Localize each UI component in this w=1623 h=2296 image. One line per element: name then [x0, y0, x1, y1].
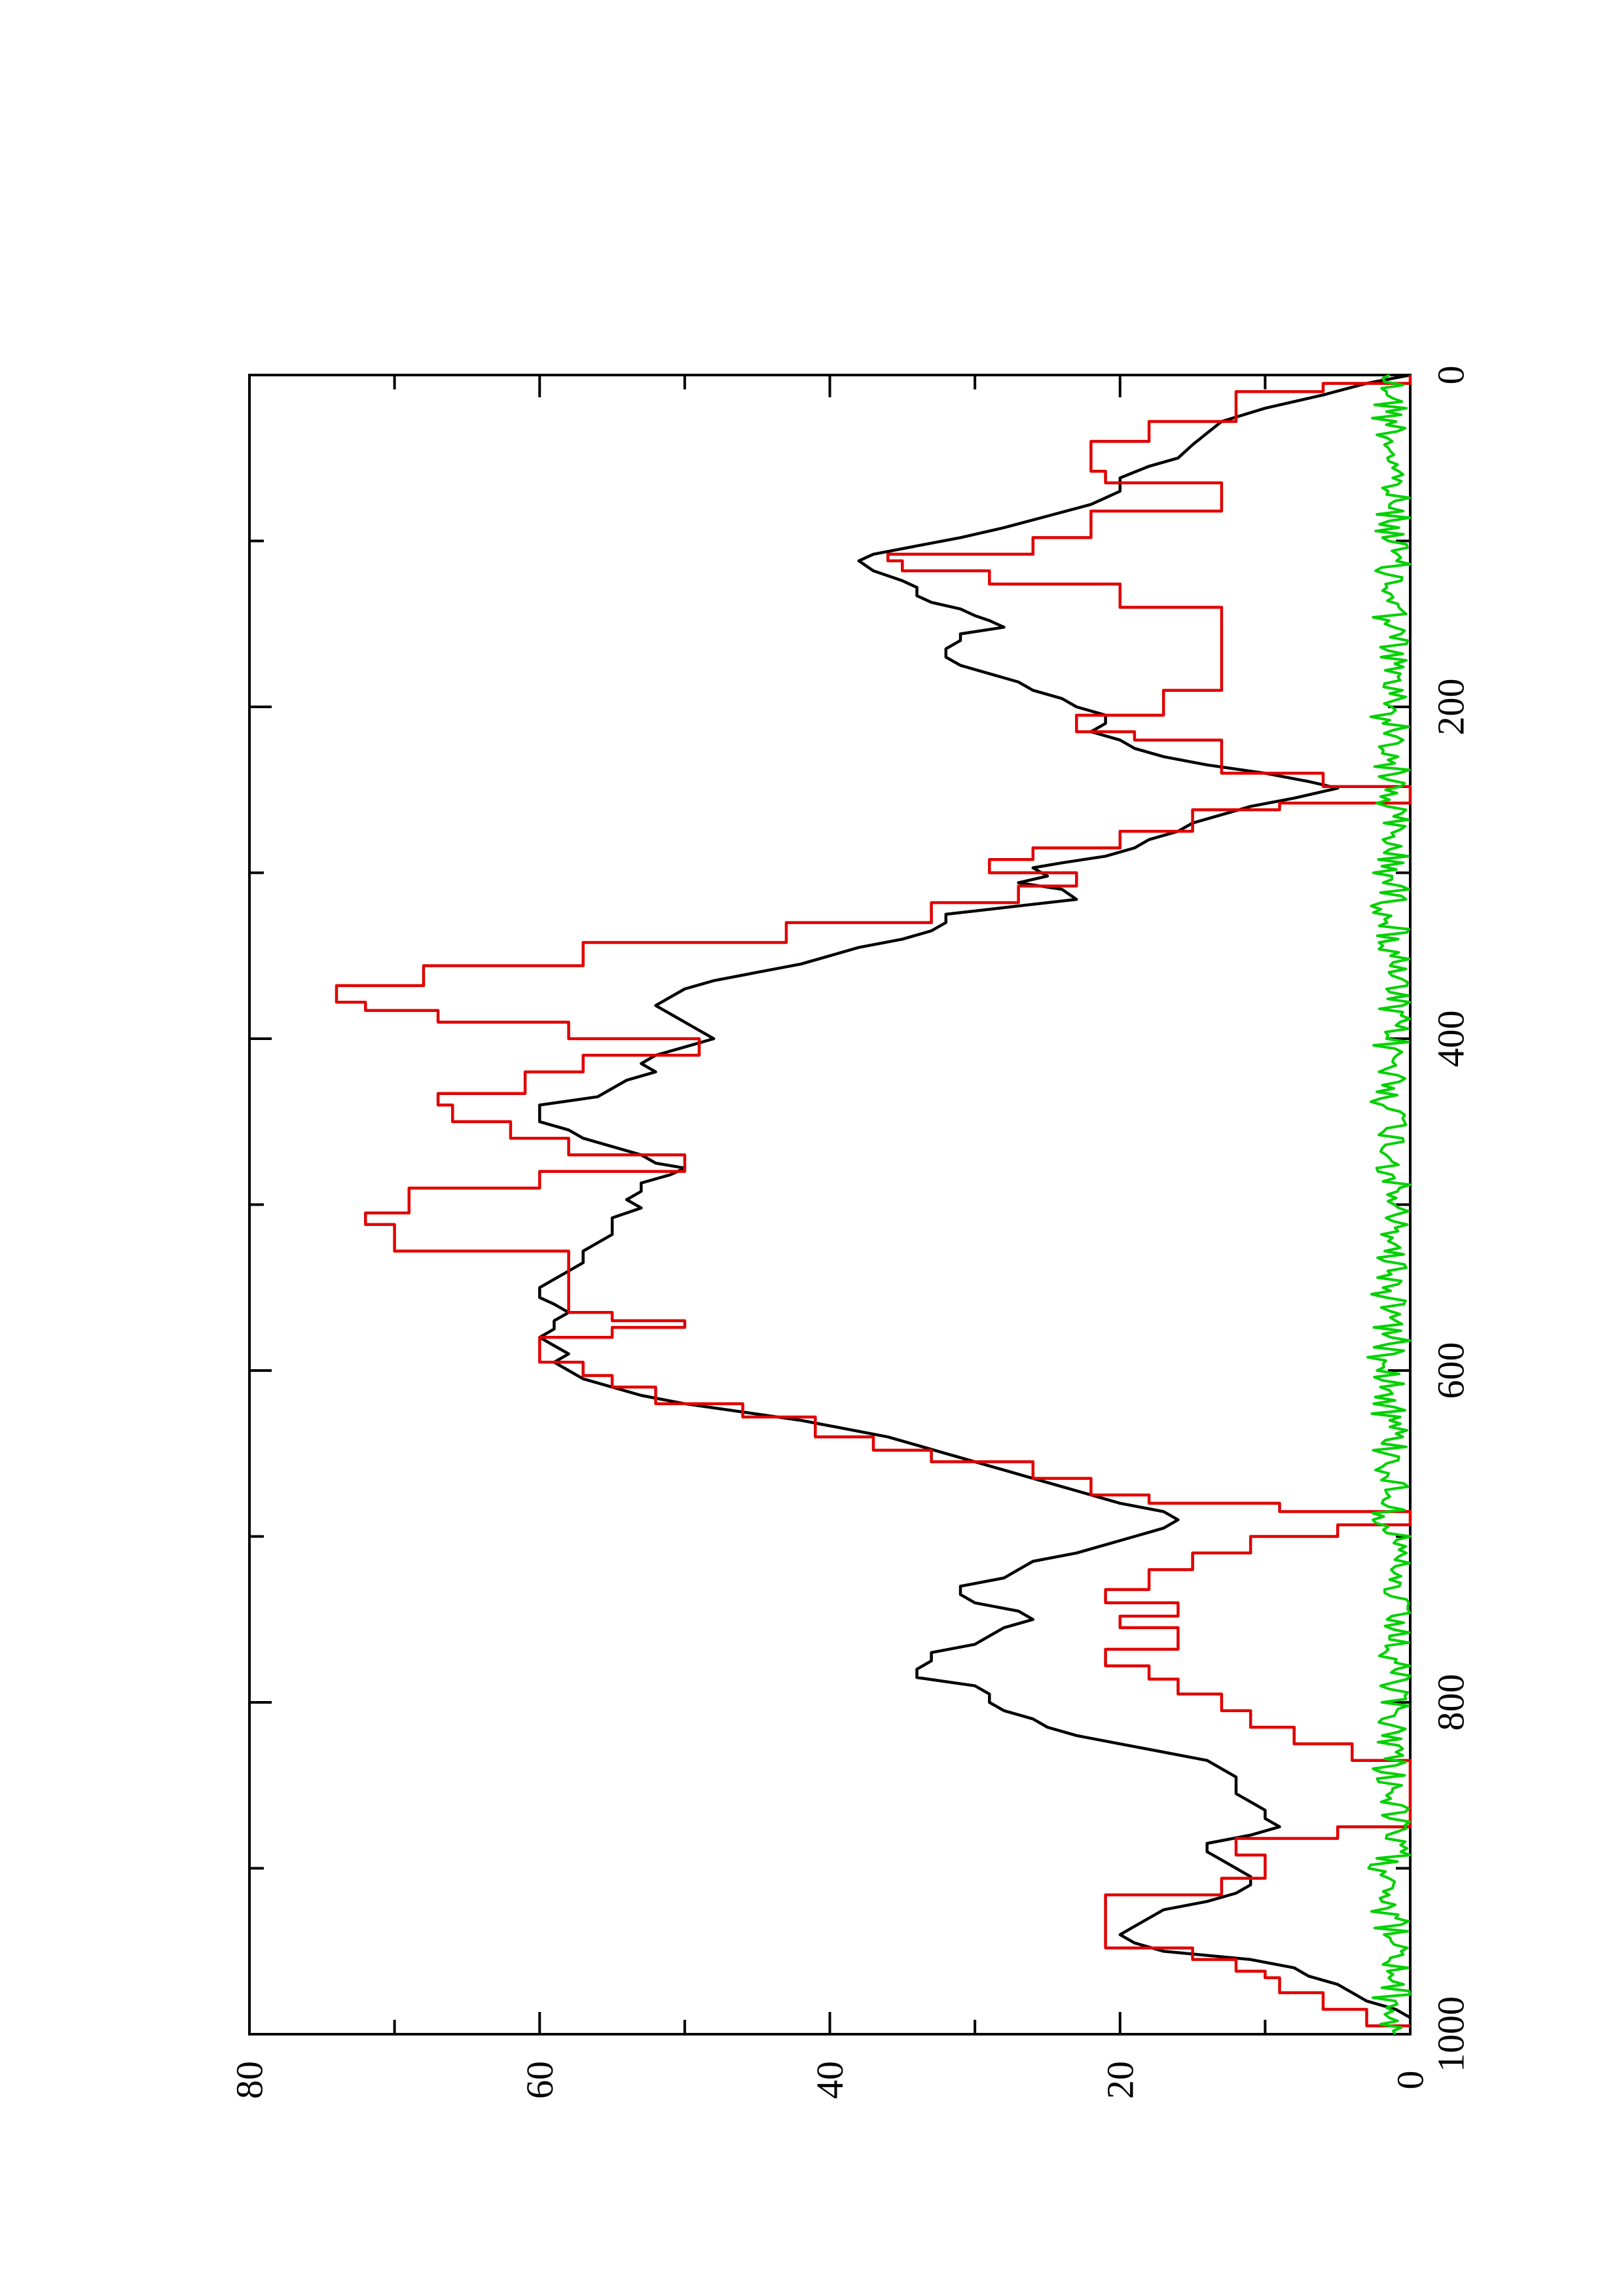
x-tick-label: 200: [1430, 679, 1472, 736]
series-layer: [335, 373, 1412, 2036]
x-tick-label: 400: [1430, 1011, 1472, 1067]
series-red-step-line: [335, 375, 1412, 2028]
y-tick-label: 60: [519, 2061, 561, 2099]
y-tick-label: 0: [1389, 2071, 1432, 2090]
y-tick-label: 20: [1099, 2061, 1141, 2099]
x-tick-label: 0: [1430, 366, 1472, 385]
x-tick-label: 1000: [1430, 1996, 1472, 2072]
x-tick-label: 800: [1430, 1674, 1472, 1731]
series-black-line: [538, 373, 1412, 2019]
series-green-noise-line: [1366, 374, 1412, 2036]
y-tick-label: 80: [228, 2061, 271, 2099]
y-tick-label: 40: [809, 2061, 851, 2099]
x-tick-label: 600: [1430, 1342, 1472, 1399]
